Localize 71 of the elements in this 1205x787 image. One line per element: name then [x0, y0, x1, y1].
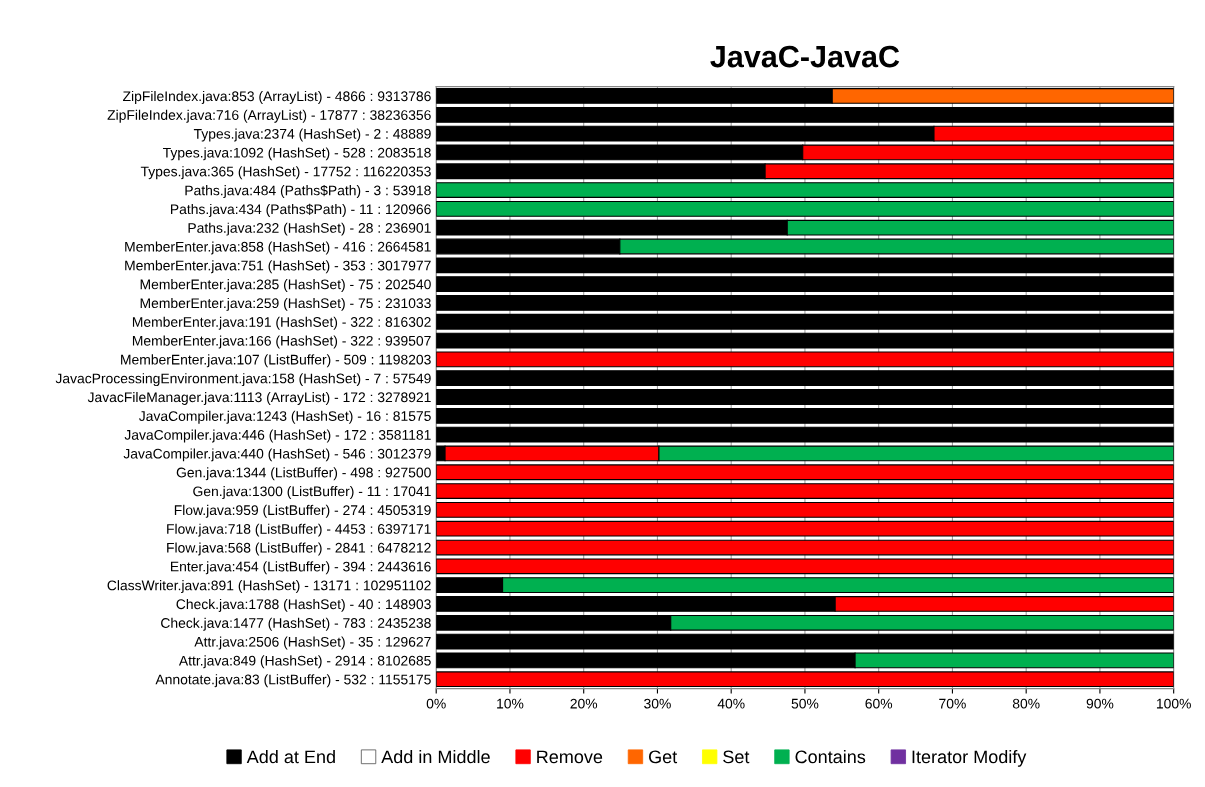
x-tick-label: 70%	[939, 698, 966, 709]
legend-label: Remove	[537, 750, 603, 764]
x-tick-label: 50%	[791, 698, 819, 709]
y-tick-label: MemberEnter.java:259 (HashSet) - 75 : 231033	[140, 297, 431, 311]
y-tick-label: Annotate.java:83 (ListBuffer) - 532 : 1155175	[155, 674, 431, 688]
y-tick-label: MemberEnter.java:285 (HashSet) - 75 : 202540	[140, 279, 431, 293]
x-tick-label: 30%	[644, 698, 671, 709]
bar	[436, 389, 1174, 405]
x-tick-label: 40%	[717, 698, 745, 709]
y-tick-label: MemberEnter.java:751 (HashSet) - 353 : 3017977	[125, 260, 431, 274]
y-tick-label: Attr.java:2506 (HashSet) - 35 : 129627	[194, 636, 431, 650]
legend-label: Iterator Modify	[912, 749, 1027, 767]
y-tick-label: Gen.java:1300 (ListBuffer) - 11 : 17041	[193, 486, 431, 499]
y-tick-label: Paths.java:434 (Paths$Path) - 11 : 120966	[171, 203, 431, 217]
x-tick-label: 80%	[1012, 698, 1040, 709]
bar	[436, 106, 1174, 123]
y-tick-label: Paths.java:232 (HashSet) - 28 : 236901	[188, 222, 431, 236]
y-tick-label: JavacFileManager.java:1113 (ArrayList) - 172 : 3278921	[87, 391, 431, 405]
bar	[436, 182, 1174, 198]
y-tick-label: Enter.java:454 (ListBuffer) - 394 : 2443616	[171, 561, 431, 575]
legend-label: Add at End	[246, 749, 335, 764]
legend-label: Set	[723, 750, 750, 764]
x-tick-label: 100%	[1156, 698, 1191, 709]
bar	[436, 295, 1174, 311]
x-tick-label: 20%	[570, 698, 598, 709]
bar	[436, 313, 1174, 330]
legend-label: Get	[649, 750, 678, 764]
y-tick-label: MemberEnter.java:191 (HashSet) - 322 : 816302	[132, 316, 431, 330]
y-tick-label: MemberEnter.java:166 (HashSet) - 322 : 939507	[132, 335, 431, 349]
bar	[436, 351, 1174, 368]
y-tick-label: Attr.java:849 (HashSet) - 2914 : 8102685	[178, 655, 431, 669]
y-tick-label: Flow.java:568 (ListBuffer) - 2841 : 6478212	[167, 542, 431, 556]
y-tick-label: ZipFileIndex.java:716 (ArrayList) - 17877 : 38236356	[107, 109, 431, 123]
legend-label: Add in Middle	[381, 749, 490, 764]
bar	[436, 501, 1174, 518]
y-tick-label: MemberEnter.java:107 (ListBuffer) - 509 : 1198203	[121, 354, 431, 368]
y-tick-label: Check.java:1477 (HashSet) - 783 : 2435238	[161, 617, 431, 631]
y-tick-label: Flow.java:718 (ListBuffer) - 4453 : 6397171	[167, 523, 431, 537]
y-tick-label: Types.java:365 (HashSet) - 17752 : 116220353	[140, 166, 431, 180]
y-tick-label: Types.java:2374 (HashSet) - 2 : 48889	[193, 128, 431, 142]
bar	[436, 332, 1174, 349]
bar	[436, 276, 1174, 293]
y-tick-label: Gen.java:1344 (ListBuffer) - 498 : 927500	[176, 467, 431, 481]
y-tick-label: JavaCompiler.java:440 (HashSet) - 546 : 3012379	[123, 448, 431, 462]
y-tick-label: ClassWriter.java:891 (HashSet) - 13171 : 102951102	[107, 580, 431, 594]
y-tick-label: Paths.java:484 (Paths$Path) - 3 : 53918	[185, 184, 431, 199]
x-tick-label: 0%	[426, 698, 446, 709]
y-tick-label: Flow.java:959 (ListBuffer) - 274 : 4505319	[174, 504, 431, 518]
y-tick-label: JavacProcessingEnvironment.java:158 (HashSet) - 7 : 57549	[55, 373, 431, 387]
chart-title: JavaC-JavaC	[710, 45, 900, 68]
bar	[436, 407, 1174, 424]
bar	[436, 464, 1174, 481]
y-tick-label: ZipFileIndex.java:853 (ArrayList) - 4866 : 9313786	[123, 90, 431, 104]
y-tick-label: Types.java:1092 (HashSet) - 528 : 2083518	[162, 147, 431, 161]
y-tick-label: JavaCompiler.java:1243 (HashSet) - 16 : 81575	[138, 410, 431, 424]
y-tick-label: Check.java:1788 (HashSet) - 40 : 148903	[176, 598, 431, 612]
x-tick-label: 60%	[865, 698, 893, 709]
bar	[436, 257, 1174, 274]
legend-label: Contains	[795, 749, 866, 764]
bar	[436, 558, 1174, 575]
x-tick-label: 10%	[497, 698, 524, 709]
y-tick-label: JavaCompiler.java:446 (HashSet) - 172 : 3581181	[124, 429, 431, 443]
y-tick-label: MemberEnter.java:858 (HashSet) - 416 : 2664581	[125, 241, 431, 255]
bar	[436, 539, 1174, 556]
bar	[436, 483, 1174, 499]
bar	[436, 520, 1174, 537]
bar	[436, 370, 1174, 387]
bar	[436, 426, 1174, 443]
bar	[436, 200, 1174, 217]
x-tick-label: 90%	[1086, 698, 1114, 709]
bar	[436, 633, 1174, 650]
